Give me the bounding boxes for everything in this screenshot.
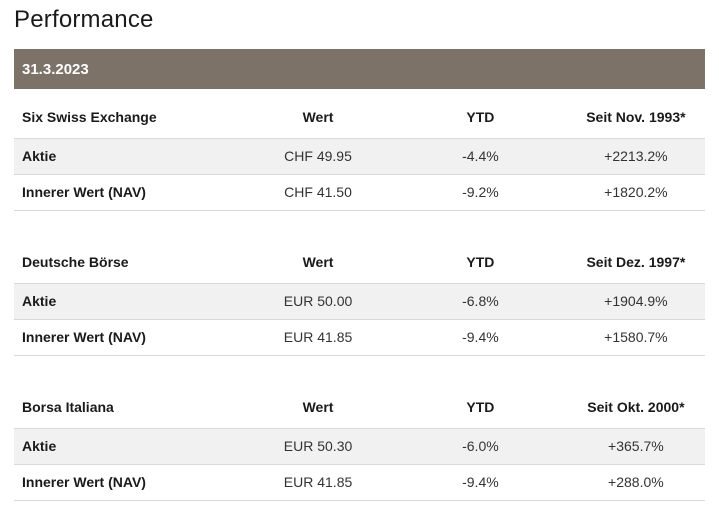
table-header-row: Deutsche Börse Wert YTD Seit Dez. 1997*	[14, 239, 705, 284]
cell-ytd: -9.2%	[394, 174, 567, 211]
cell-seit: +1580.7%	[566, 319, 705, 356]
cell-ytd: -9.4%	[394, 464, 567, 501]
page-title: Performance	[14, 6, 154, 33]
table-row-aktie: Aktie CHF 49.95 -4.4% +2213.2%	[14, 138, 705, 175]
column-header-ytd: YTD	[466, 254, 495, 270]
cell-wert: EUR 41.85	[242, 319, 395, 356]
date-label: 31.3.2023	[22, 60, 89, 78]
cell-ytd: -9.4%	[394, 319, 567, 356]
table-row-nav: Innerer Wert (NAV) CHF 41.50 -9.2% +1820…	[14, 174, 705, 211]
cell-ytd: -6.8%	[394, 283, 567, 320]
table-title: Borsa Italiana	[22, 399, 114, 415]
cell-wert: EUR 41.85	[242, 464, 395, 501]
table-borsa-italiana: Borsa Italiana Wert YTD Seit Okt. 2000* …	[14, 384, 705, 501]
table-row-aktie: Aktie EUR 50.00 -6.8% +1904.9%	[14, 283, 705, 320]
cell-seit: +288.0%	[566, 464, 705, 501]
row-label: Innerer Wert (NAV)	[14, 319, 243, 356]
row-label: Aktie	[14, 428, 243, 465]
cell-wert: CHF 41.50	[242, 174, 395, 211]
table-row-nav: Innerer Wert (NAV) EUR 41.85 -9.4% +288.…	[14, 464, 705, 501]
cell-wert: EUR 50.00	[242, 283, 395, 320]
cell-wert: CHF 49.95	[242, 138, 395, 175]
cell-ytd: -4.4%	[394, 138, 567, 175]
table-title: Deutsche Börse	[22, 254, 129, 270]
column-header-wert: Wert	[302, 254, 334, 270]
column-header-ytd: YTD	[466, 399, 495, 415]
column-header-seit: Seit Okt. 2000*	[587, 399, 685, 415]
cell-ytd: -6.0%	[394, 428, 567, 465]
row-label: Aktie	[14, 283, 243, 320]
table-header-row: Six Swiss Exchange Wert YTD Seit Nov. 19…	[14, 94, 705, 139]
column-header-wert: Wert	[302, 109, 334, 125]
table-six-swiss-exchange: Six Swiss Exchange Wert YTD Seit Nov. 19…	[14, 94, 705, 211]
cell-seit: +2213.2%	[566, 138, 705, 175]
cell-seit: +1904.9%	[566, 283, 705, 320]
row-label: Aktie	[14, 138, 243, 175]
column-header-wert: Wert	[302, 399, 334, 415]
cell-wert: EUR 50.30	[242, 428, 395, 465]
table-header-row: Borsa Italiana Wert YTD Seit Okt. 2000*	[14, 384, 705, 429]
table-row-nav: Innerer Wert (NAV) EUR 41.85 -9.4% +1580…	[14, 319, 705, 356]
table-title: Six Swiss Exchange	[22, 109, 157, 125]
column-header-ytd: YTD	[466, 109, 495, 125]
column-header-seit: Seit Dez. 1997*	[586, 254, 686, 270]
row-label: Innerer Wert (NAV)	[14, 464, 243, 501]
column-header-seit: Seit Nov. 1993*	[586, 109, 686, 125]
row-label: Innerer Wert (NAV)	[14, 174, 243, 211]
table-deutsche-boerse: Deutsche Börse Wert YTD Seit Dez. 1997* …	[14, 239, 705, 356]
table-row-aktie: Aktie EUR 50.30 -6.0% +365.7%	[14, 428, 705, 465]
cell-seit: +1820.2%	[566, 174, 705, 211]
date-bar: 31.3.2023	[14, 49, 705, 89]
cell-seit: +365.7%	[566, 428, 705, 465]
